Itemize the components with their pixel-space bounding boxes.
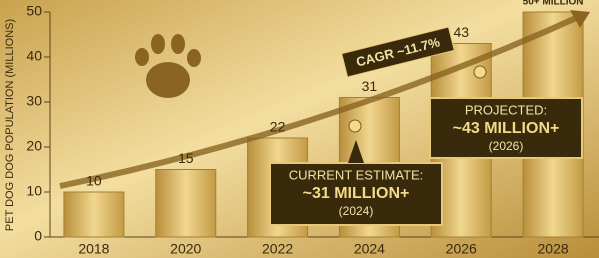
- y-tick-label: 0: [34, 228, 42, 244]
- data-label: 50+ MILLION: [523, 0, 584, 8]
- y-tick-label: 50: [26, 3, 42, 19]
- annotation: ~31 MILLION+: [303, 185, 410, 202]
- annotation: CURRENT ESTIMATE:: [289, 167, 424, 182]
- y-tick-label: 10: [26, 183, 42, 199]
- annotation: PROJECTED:: [465, 102, 547, 117]
- x-tick-label: 2018: [78, 241, 109, 257]
- x-tick-label: 2026: [446, 241, 477, 257]
- bar: [156, 170, 216, 238]
- bar: [64, 192, 124, 237]
- data-label: 43: [453, 24, 469, 40]
- data-label: 15: [178, 150, 194, 166]
- x-tick-label: 2024: [354, 241, 385, 257]
- y-axis-label: PET DOG DOG POPULATION (MILLIONS): [4, 19, 16, 231]
- marker: [474, 66, 486, 78]
- y-tick-label: 20: [26, 138, 42, 154]
- data-label: 31: [362, 78, 378, 94]
- data-label: 22: [270, 119, 286, 135]
- x-tick-label: 2020: [170, 241, 201, 257]
- x-tick-label: 2022: [262, 241, 293, 257]
- x-tick-label: 2028: [538, 241, 569, 257]
- annotation: (2024): [339, 204, 374, 218]
- chart: 01020304050201820202022202420262028 CAGR…: [0, 0, 599, 258]
- data-label: 10: [86, 173, 102, 189]
- y-tick-label: 40: [26, 48, 42, 64]
- marker: [349, 120, 361, 132]
- y-tick-label: 30: [26, 93, 42, 109]
- annotation: ~43 MILLION+: [453, 120, 560, 137]
- annotation: (2026): [489, 139, 524, 153]
